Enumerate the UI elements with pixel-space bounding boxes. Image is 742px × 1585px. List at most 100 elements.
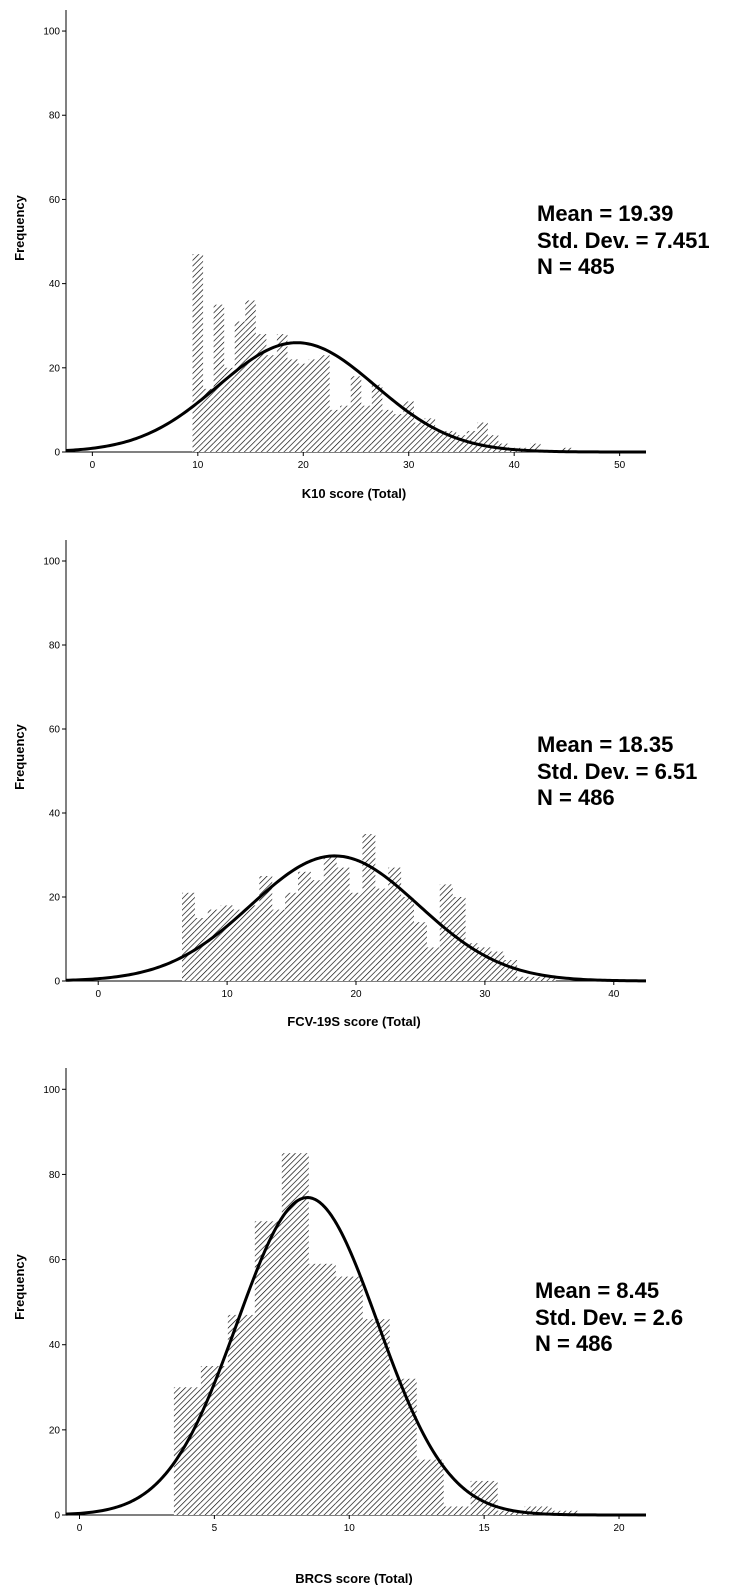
- histogram-bar: [207, 909, 221, 981]
- y-tick-label: 100: [43, 27, 60, 38]
- histogram-bar: [308, 1263, 336, 1515]
- histogram-bar: [285, 892, 298, 981]
- x-tick-label: 30: [403, 460, 415, 471]
- histogram-bar: [561, 447, 573, 452]
- histogram-bar: [182, 892, 195, 981]
- y-tick-label: 80: [49, 111, 61, 122]
- histogram-bar: [340, 405, 351, 452]
- panel-k10: Frequency K10 score (Total) Mean = 19.39…: [12, 10, 710, 501]
- histogram-bar: [497, 1510, 525, 1515]
- histogram-bar: [439, 884, 453, 981]
- stat-std-dev: Std. Dev. = 7.451: [537, 228, 710, 253]
- y-tick-label: 20: [49, 1425, 61, 1436]
- y-axis-title: Frequency: [12, 723, 27, 790]
- x-tick-label: 20: [350, 989, 362, 1000]
- histogram-bar: [298, 363, 309, 452]
- plot-area: 0 20 40 60 80 100 0 5 10 15 20: [43, 1068, 646, 1534]
- stats-box: Mean = 8.45 Std. Dev. = 2.6 N = 486: [535, 1278, 683, 1356]
- y-tick-label: 40: [49, 1340, 61, 1351]
- histogram-bar: [220, 905, 234, 981]
- y-tick-label: 0: [54, 977, 60, 988]
- x-tick-label: 40: [509, 460, 521, 471]
- histogram-bar: [287, 359, 298, 452]
- plot-area: 0 20 40 60 80 100 0 10 20 30 40 50: [43, 10, 646, 471]
- histogram-bar: [213, 304, 225, 452]
- histogram-bar: [530, 443, 541, 452]
- stat-std-dev: Std. Dev. = 2.6: [535, 1305, 683, 1330]
- x-tick-label: 0: [95, 989, 101, 1000]
- histogram-bar: [551, 1510, 579, 1515]
- y-tick-label: 80: [49, 1170, 61, 1181]
- histogram-bar: [192, 254, 204, 452]
- histogram-bar: [403, 401, 414, 452]
- y-axis-title: Frequency: [12, 1253, 27, 1320]
- y-tick-label: 60: [49, 1255, 61, 1266]
- x-tick-label: 50: [614, 460, 626, 471]
- panel-fcv19s: Frequency FCV-19S score (Total) Mean = 1…: [12, 540, 697, 1029]
- histogram-bar: [445, 430, 457, 452]
- x-tick-label: 20: [613, 1523, 625, 1534]
- x-tick-label: 30: [479, 989, 491, 1000]
- histogram-bar: [416, 1459, 444, 1515]
- histogram-bar: [414, 422, 425, 452]
- stat-std-dev: Std. Dev. = 6.51: [537, 759, 697, 784]
- histogram-bar: [272, 909, 286, 981]
- histogram-bar: [259, 876, 273, 981]
- histogram-bar: [233, 909, 247, 981]
- histogram-bar: [388, 867, 402, 981]
- histogram-bar: [194, 918, 208, 981]
- y-tick-label: 60: [49, 725, 61, 736]
- x-tick-label: 5: [212, 1523, 218, 1534]
- histogram-bar: [200, 1366, 228, 1515]
- histogram-bar: [335, 1276, 363, 1515]
- histogram-bar: [361, 405, 372, 452]
- x-tick-label: 10: [344, 1523, 356, 1534]
- stat-n: N = 486: [537, 785, 615, 810]
- histogram-bar: [382, 409, 393, 452]
- histogram-bar: [266, 355, 277, 452]
- y-tick-label: 100: [43, 557, 60, 568]
- histogram-bar: [255, 334, 267, 452]
- histogram-bar: [349, 892, 363, 981]
- stat-n: N = 486: [535, 1331, 613, 1356]
- y-tick-label: 20: [49, 363, 61, 374]
- y-tick-label: 0: [54, 448, 60, 459]
- x-axis-title: K10 score (Total): [302, 486, 407, 501]
- histogram-bar: [371, 384, 383, 452]
- histogram-bar: [246, 905, 260, 981]
- histogram-bar: [276, 334, 288, 452]
- normal-curve: [65, 1196, 646, 1517]
- y-tick-label: 60: [49, 195, 61, 206]
- y-tick-label: 100: [43, 1085, 60, 1096]
- stat-mean: Mean = 18.35: [537, 732, 673, 757]
- normal-curve: [65, 341, 646, 454]
- x-tick-label: 20: [298, 460, 310, 471]
- histogram-bar: [227, 1314, 255, 1515]
- x-tick-label: 40: [608, 989, 620, 1000]
- y-tick-label: 20: [49, 893, 61, 904]
- histogram-bar: [487, 435, 499, 452]
- x-tick-label: 15: [479, 1523, 491, 1534]
- histogram-bar: [456, 435, 467, 452]
- y-axis-title: Frequency: [12, 194, 27, 261]
- histogram-bar: [234, 321, 246, 452]
- histogram-bar: [443, 1506, 471, 1515]
- histogram-bar: [435, 430, 446, 452]
- stat-mean: Mean = 8.45: [535, 1278, 659, 1303]
- x-tick-label: 0: [90, 460, 96, 471]
- histogram-bar: [542, 976, 556, 981]
- x-tick-label: 10: [222, 989, 234, 1000]
- histogram-bar: [477, 422, 488, 452]
- histogram-bar: [524, 1506, 552, 1515]
- histogram-bar: [530, 976, 543, 981]
- stats-box: Mean = 18.35 Std. Dev. = 6.51 N = 486: [537, 732, 697, 810]
- plot-area: 0 20 40 60 80 100 0 10 20 30 40: [43, 540, 647, 1000]
- histogram-bar: [319, 355, 330, 452]
- histogram-bar: [329, 409, 341, 452]
- histogram-bar: [310, 880, 324, 981]
- histogram-bar: [465, 943, 479, 981]
- histogram-bar: [336, 867, 350, 981]
- histogram-bar: [323, 855, 337, 981]
- histogram-bar: [224, 367, 235, 452]
